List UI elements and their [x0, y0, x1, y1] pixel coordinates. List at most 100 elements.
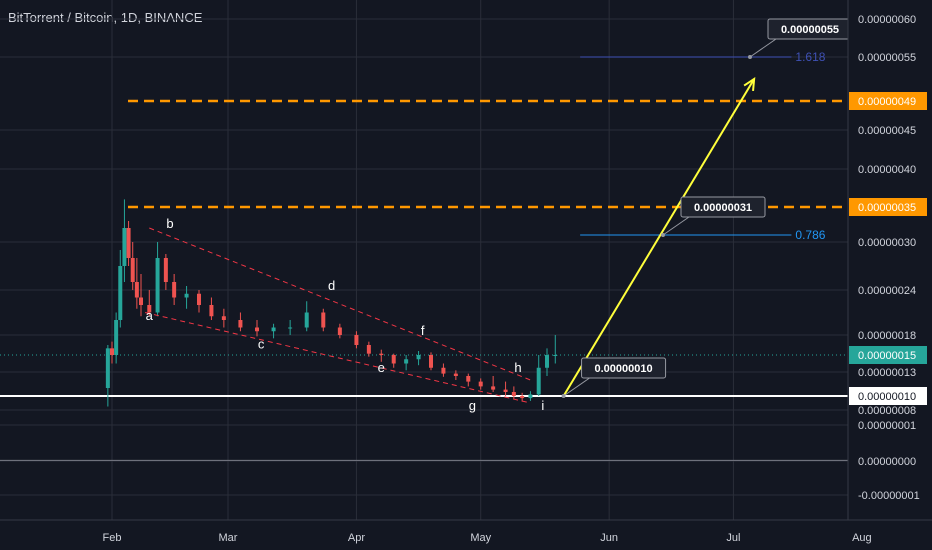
price-tag-label: 0.00000015: [858, 350, 916, 362]
candle: [271, 323, 276, 339]
price-tag-box: [849, 387, 927, 405]
candle: [520, 392, 525, 402]
candle: [105, 345, 110, 407]
callout-anchor: [561, 394, 566, 398]
candle-body: [255, 327, 259, 332]
callout-pointer: [662, 216, 690, 236]
candle-body: [118, 266, 123, 320]
price-callout: 0.00000010: [561, 357, 667, 398]
candle-body: [155, 258, 160, 313]
candle-body: [139, 297, 143, 305]
candle-body: [391, 355, 396, 364]
candle: [197, 290, 201, 313]
candle: [221, 308, 226, 328]
candle: [391, 353, 396, 368]
wave-label: g: [469, 398, 476, 413]
candle-body: [404, 359, 409, 364]
candle: [429, 352, 433, 371]
callout-text: 0.00000031: [694, 202, 752, 214]
candle: [255, 320, 259, 337]
candle-body: [110, 348, 114, 355]
candle-body: [130, 258, 135, 282]
candle-body: [478, 381, 483, 387]
candle: [441, 363, 446, 377]
candle-body: [163, 258, 168, 282]
time-tick-label: Feb: [103, 532, 122, 544]
wave-label: b: [166, 216, 173, 231]
callout-anchor: [661, 233, 665, 237]
price-tag-box: [849, 198, 927, 216]
candle-body: [511, 392, 516, 396]
price-tick-label: 0.00000055: [858, 52, 916, 64]
price-tag: 0.00000049: [849, 92, 927, 110]
candle-body: [453, 373, 458, 376]
price-tag-label: 0.00000010: [858, 391, 916, 403]
candle-body: [221, 316, 226, 320]
candle-body: [197, 293, 201, 305]
price-tick-label: 0.00000030: [858, 237, 916, 249]
callout-anchor: [748, 55, 752, 59]
candle: [110, 341, 114, 364]
time-tick-label: Mar: [219, 532, 238, 544]
candle: [155, 242, 160, 317]
wave-label: c: [258, 336, 265, 351]
candle: [528, 391, 533, 401]
candle: [238, 312, 243, 332]
price-tick-label: 0.00000060: [858, 14, 916, 26]
wave-label: f: [421, 323, 425, 338]
wedge-upper-line: [149, 227, 531, 381]
candle-body: [271, 327, 276, 332]
price-tag: 0.00000015: [849, 346, 927, 364]
candle-body: [122, 228, 127, 266]
price-tick-label: 0.00000013: [858, 367, 916, 379]
candle-body: [337, 327, 342, 335]
chart-drawings: 1.618 0.786 0.00000055 0.00000031 0.00000010…: [145, 18, 853, 413]
projection-arrow: [562, 78, 755, 397]
candle-body: [416, 355, 421, 360]
price-tick-label: 0.00000040: [858, 164, 916, 176]
candle: [416, 351, 421, 366]
candle-body: [528, 394, 533, 399]
callout-text: 0.00000055: [781, 24, 839, 36]
wave-label: d: [328, 278, 335, 293]
wave-label: e: [378, 360, 385, 375]
price-tag: 0.00000035: [849, 198, 927, 216]
candle-body: [536, 367, 541, 395]
candle-body: [466, 376, 471, 382]
candle: [466, 373, 471, 387]
candle: [122, 199, 127, 282]
candle-body: [209, 305, 214, 317]
interval-label: 1D: [120, 10, 138, 25]
candle-body: [354, 335, 359, 345]
candle-body: [288, 327, 293, 329]
candle-body: [238, 320, 243, 328]
time-tick-label: Jun: [600, 532, 618, 544]
candle: [118, 250, 123, 328]
candle-body: [172, 282, 177, 298]
callout-box: [680, 196, 766, 218]
candle-body: [126, 228, 131, 258]
price-tag-box: [849, 346, 927, 364]
candle: [536, 355, 541, 396]
candle: [478, 378, 483, 390]
price-tag-label: 0.00000035: [858, 202, 916, 214]
candle-body: [184, 293, 189, 298]
fib-level-label: 0.786: [795, 228, 825, 242]
price-callout: 0.00000055: [748, 18, 853, 59]
candle: [503, 381, 508, 396]
candle-body: [429, 355, 433, 368]
candlestick-series: [105, 199, 558, 407]
candle-body: [520, 396, 525, 399]
callout-pointer: [749, 38, 777, 58]
candle-body: [105, 348, 110, 388]
candle: [491, 376, 496, 392]
candle: [304, 301, 309, 332]
wave-label: h: [514, 360, 521, 375]
candle-body: [491, 386, 496, 390]
wave-label: a: [146, 308, 154, 323]
callout-box: [581, 357, 667, 379]
candle-body: [503, 389, 508, 392]
time-tick-label: May: [470, 532, 491, 544]
